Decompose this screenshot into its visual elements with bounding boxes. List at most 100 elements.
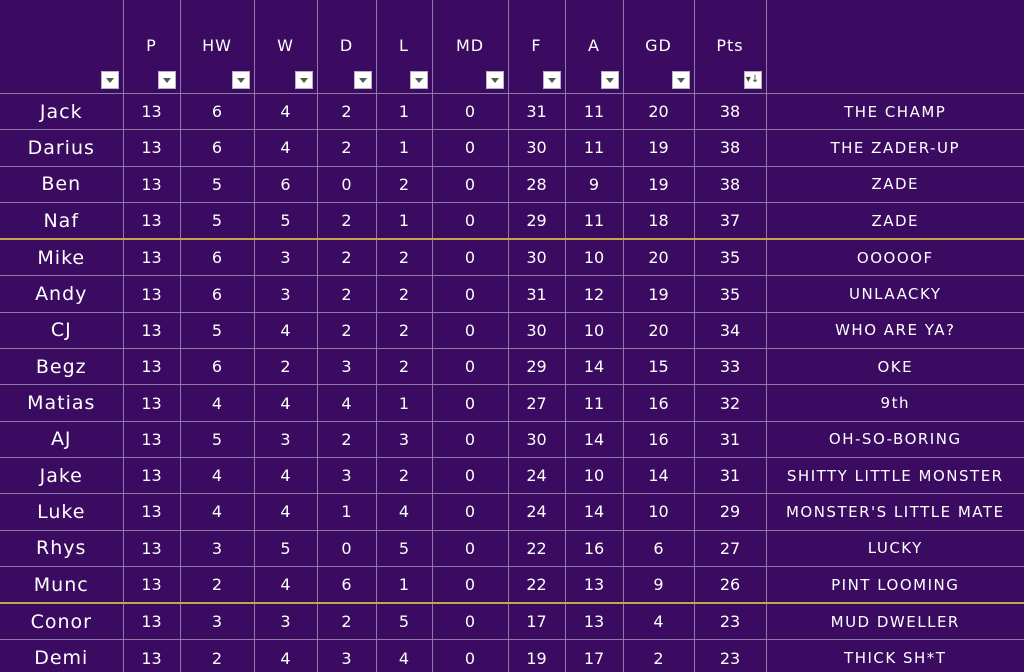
stat-cell-p[interactable]: 13 bbox=[123, 312, 181, 350]
stat-cell-f[interactable]: 19 bbox=[508, 639, 566, 672]
player-name-cell[interactable]: Ben bbox=[0, 166, 124, 203]
nickname-cell[interactable]: MONSTER'S LITTLE MATE bbox=[766, 493, 1024, 531]
stat-cell-w[interactable]: 4 bbox=[254, 566, 318, 605]
player-name-cell[interactable]: CJ bbox=[0, 312, 124, 350]
stat-cell-hw[interactable]: 3 bbox=[180, 530, 255, 567]
stat-cell-gd[interactable]: 15 bbox=[623, 348, 695, 386]
stat-cell-gd[interactable]: 19 bbox=[623, 275, 695, 313]
stat-cell-d[interactable]: 0 bbox=[317, 166, 377, 203]
stat-cell-gd[interactable]: 18 bbox=[623, 202, 695, 241]
stat-cell-a[interactable]: 11 bbox=[565, 93, 624, 131]
stat-cell-hw[interactable]: 6 bbox=[180, 348, 255, 386]
player-name-cell[interactable]: Jack bbox=[0, 93, 124, 131]
stat-cell-p[interactable]: 13 bbox=[123, 275, 181, 313]
player-name-cell[interactable]: AJ bbox=[0, 421, 124, 458]
stat-cell-md[interactable]: 0 bbox=[432, 129, 509, 167]
stat-cell-d[interactable]: 2 bbox=[317, 239, 377, 277]
filter-dropdown-button[interactable] bbox=[353, 71, 372, 89]
stat-cell-l[interactable]: 3 bbox=[376, 421, 433, 458]
stat-cell-pts[interactable]: 35 bbox=[694, 275, 767, 313]
stat-cell-pts[interactable]: 32 bbox=[694, 384, 767, 422]
player-name-cell[interactable]: Naf bbox=[0, 202, 124, 241]
player-name-cell[interactable]: Demi bbox=[0, 639, 124, 672]
stat-cell-a[interactable]: 17 bbox=[565, 639, 624, 672]
stat-cell-gd[interactable]: 16 bbox=[623, 421, 695, 458]
stat-cell-f[interactable]: 24 bbox=[508, 493, 566, 531]
stat-cell-hw[interactable]: 4 bbox=[180, 493, 255, 531]
stat-cell-hw[interactable]: 2 bbox=[180, 639, 255, 672]
stat-cell-f[interactable]: 24 bbox=[508, 457, 566, 495]
stat-cell-md[interactable]: 0 bbox=[432, 639, 509, 672]
player-name-cell[interactable]: Mike bbox=[0, 239, 124, 277]
stat-cell-a[interactable]: 11 bbox=[565, 384, 624, 422]
stat-cell-pts[interactable]: 37 bbox=[694, 202, 767, 241]
stat-cell-pts[interactable]: 23 bbox=[694, 639, 767, 672]
nickname-cell[interactable]: OOOOOF bbox=[766, 239, 1024, 277]
stat-cell-md[interactable]: 0 bbox=[432, 566, 509, 605]
stat-cell-a[interactable]: 14 bbox=[565, 493, 624, 531]
stat-cell-pts[interactable]: 29 bbox=[694, 493, 767, 531]
stat-cell-w[interactable]: 4 bbox=[254, 457, 318, 495]
stat-cell-f[interactable]: 22 bbox=[508, 566, 566, 605]
nickname-cell[interactable]: LUCKY bbox=[766, 530, 1024, 567]
stat-cell-pts[interactable]: 23 bbox=[694, 603, 767, 641]
stat-cell-p[interactable]: 13 bbox=[123, 457, 181, 495]
stat-cell-d[interactable]: 2 bbox=[317, 421, 377, 458]
stat-cell-hw[interactable]: 5 bbox=[180, 312, 255, 350]
stat-cell-l[interactable]: 2 bbox=[376, 348, 433, 386]
nickname-cell[interactable]: THE ZADER-UP bbox=[766, 129, 1024, 167]
player-name-cell[interactable]: Andy bbox=[0, 275, 124, 313]
stat-cell-gd[interactable]: 20 bbox=[623, 239, 695, 277]
filter-dropdown-button[interactable] bbox=[231, 71, 250, 89]
stat-cell-hw[interactable]: 4 bbox=[180, 457, 255, 495]
stat-cell-w[interactable]: 4 bbox=[254, 639, 318, 672]
stat-cell-md[interactable]: 0 bbox=[432, 93, 509, 131]
stat-cell-l[interactable]: 1 bbox=[376, 566, 433, 605]
stat-cell-f[interactable]: 30 bbox=[508, 129, 566, 167]
stat-cell-d[interactable]: 3 bbox=[317, 348, 377, 386]
stat-cell-f[interactable]: 28 bbox=[508, 166, 566, 203]
stat-cell-hw[interactable]: 5 bbox=[180, 202, 255, 241]
stat-cell-md[interactable]: 0 bbox=[432, 348, 509, 386]
stat-cell-l[interactable]: 2 bbox=[376, 166, 433, 203]
stat-cell-pts[interactable]: 34 bbox=[694, 312, 767, 350]
stat-cell-gd[interactable]: 14 bbox=[623, 457, 695, 495]
stat-cell-p[interactable]: 13 bbox=[123, 239, 181, 277]
filter-dropdown-button[interactable] bbox=[600, 71, 619, 89]
stat-cell-hw[interactable]: 5 bbox=[180, 166, 255, 203]
stat-cell-d[interactable]: 2 bbox=[317, 93, 377, 131]
stat-cell-pts[interactable]: 38 bbox=[694, 93, 767, 131]
stat-cell-f[interactable]: 29 bbox=[508, 348, 566, 386]
stat-cell-w[interactable]: 5 bbox=[254, 202, 318, 241]
player-name-cell[interactable]: Begz bbox=[0, 348, 124, 386]
stat-cell-l[interactable]: 4 bbox=[376, 493, 433, 531]
stat-cell-pts[interactable]: 38 bbox=[694, 166, 767, 203]
stat-cell-w[interactable]: 4 bbox=[254, 129, 318, 167]
stat-cell-w[interactable]: 5 bbox=[254, 530, 318, 567]
filter-dropdown-button[interactable] bbox=[485, 71, 504, 89]
stat-cell-l[interactable]: 5 bbox=[376, 603, 433, 641]
nickname-cell[interactable]: THICK SH*T bbox=[766, 639, 1024, 672]
stat-cell-l[interactable]: 2 bbox=[376, 239, 433, 277]
stat-cell-hw[interactable]: 5 bbox=[180, 421, 255, 458]
stat-cell-l[interactable]: 1 bbox=[376, 129, 433, 167]
filter-dropdown-button[interactable] bbox=[542, 71, 561, 89]
stat-cell-f[interactable]: 22 bbox=[508, 530, 566, 567]
stat-cell-gd[interactable]: 6 bbox=[623, 530, 695, 567]
stat-cell-f[interactable]: 31 bbox=[508, 93, 566, 131]
player-name-cell[interactable]: Conor bbox=[0, 603, 124, 641]
stat-cell-pts[interactable]: 27 bbox=[694, 530, 767, 567]
stat-cell-a[interactable]: 13 bbox=[565, 566, 624, 605]
stat-cell-md[interactable]: 0 bbox=[432, 166, 509, 203]
stat-cell-p[interactable]: 13 bbox=[123, 202, 181, 241]
stat-cell-w[interactable]: 6 bbox=[254, 166, 318, 203]
stat-cell-p[interactable]: 13 bbox=[123, 603, 181, 641]
stat-cell-d[interactable]: 2 bbox=[317, 129, 377, 167]
nickname-cell[interactable]: ZADE bbox=[766, 202, 1024, 241]
nickname-cell[interactable]: OH-SO-BORING bbox=[766, 421, 1024, 458]
stat-cell-md[interactable]: 0 bbox=[432, 530, 509, 567]
stat-cell-d[interactable]: 1 bbox=[317, 493, 377, 531]
stat-cell-md[interactable]: 0 bbox=[432, 384, 509, 422]
stat-cell-d[interactable]: 3 bbox=[317, 639, 377, 672]
stat-cell-p[interactable]: 13 bbox=[123, 129, 181, 167]
